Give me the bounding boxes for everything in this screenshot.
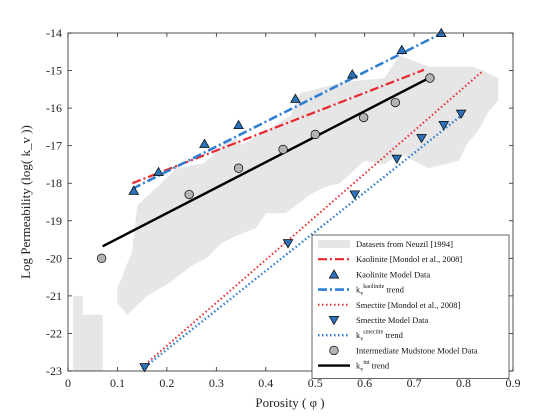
legend-k-symbol: k <box>356 285 361 295</box>
x-tick-label: 0.8 <box>456 376 471 390</box>
data-point-1-6 <box>396 44 408 54</box>
series-line-2 <box>131 33 445 191</box>
legend-label-7: kvint trend <box>356 360 390 373</box>
legend-label-0: Kaolinite [Mondol et al., 2008] <box>356 254 462 264</box>
legend-trend-word: trend <box>383 330 403 340</box>
data-point-1-5 <box>346 69 358 79</box>
x-tick-label: 0.9 <box>506 376 521 390</box>
legend-trend-word: trend <box>370 361 390 371</box>
x-tick-label: 0.4 <box>258 376 273 390</box>
legend-swatch-4 <box>328 315 340 326</box>
y-tick-label: -14 <box>46 26 62 40</box>
plot-frame <box>67 32 514 372</box>
legend-box <box>311 234 510 379</box>
data-point-6-4 <box>310 129 320 140</box>
legend-subscript: v <box>360 291 363 297</box>
series-line-7 <box>102 77 430 248</box>
legend-label-3: Smectite [Mondol et al., 2008] <box>356 300 461 310</box>
x-tick-label: 0.6 <box>357 376 372 390</box>
data-point-6-7 <box>425 73 435 83</box>
legend-subscript: v <box>360 337 363 343</box>
data-point-6-5 <box>359 112 369 123</box>
legend-label-5: kvsmectite trend <box>356 330 404 343</box>
series-line-3 <box>141 69 484 368</box>
x-tick-label: 0.5 <box>308 376 323 390</box>
y-tick-label: -15 <box>46 64 62 78</box>
legend-swatch-1 <box>328 269 340 279</box>
y-axis-label: Log Permeability (log( k_v )) <box>18 125 33 279</box>
legend-label-6: Intermediate Mudstone Model Data <box>356 345 478 355</box>
legend-superscript: smectite <box>363 330 383 336</box>
data-point-4-0 <box>139 363 151 373</box>
data-point-6-2 <box>233 163 244 173</box>
data-point-4-3 <box>391 154 403 165</box>
series-lines <box>102 33 484 371</box>
legend-swatch-region <box>318 240 350 248</box>
legend-subscript: v <box>360 367 363 373</box>
y-tick-label: -16 <box>46 101 62 115</box>
data-point-6-1 <box>184 189 194 200</box>
data-point-1-1 <box>153 166 164 176</box>
data-point-1-4 <box>290 93 301 103</box>
region-main <box>117 55 499 315</box>
region-part-1 <box>72 295 103 371</box>
axis-ticks: 0 0.1 0.2 0.3 0.4 0.5 0.6 0.7 0.8 0.9 -14 -15 -16 -17… <box>46 26 521 390</box>
legend-label-region: Datasets from Neuzil [1994] <box>356 239 453 249</box>
legend-trend-word: trend <box>384 285 404 295</box>
x-tick-label: 0 <box>65 376 71 390</box>
data-point-1-3 <box>233 119 244 130</box>
legend-superscript: int <box>363 360 370 366</box>
x-tick-label: 0.1 <box>110 376 125 390</box>
y-tick-label: -23 <box>46 364 62 378</box>
data-point-4-4 <box>416 134 427 144</box>
data-point-6-3 <box>278 144 288 155</box>
legend-superscript: kaolinite <box>363 284 384 290</box>
legend-label-2: kvkaolinite trend <box>356 284 405 297</box>
x-tick-label: 0.2 <box>159 376 174 390</box>
series-line-5 <box>141 112 465 371</box>
data-point-1-2 <box>199 138 210 148</box>
x-tick-label: 0.3 <box>209 376 224 390</box>
data-point-6-0 <box>96 253 107 263</box>
data-point-6-6 <box>390 97 400 108</box>
data-point-1-0 <box>128 185 140 195</box>
y-tick-label: -21 <box>46 289 62 303</box>
y-tick-label: -18 <box>46 176 62 190</box>
x-tick-label: 0.7 <box>407 376 422 390</box>
legend-label-1: Kaolinite Model Data <box>356 269 430 279</box>
y-tick-label: -17 <box>46 139 62 153</box>
legend: Datasets from Neuzil [1994] Kaolinite [Mo… <box>311 234 510 379</box>
y-tick-label: -22 <box>46 326 62 340</box>
x-axis-label: Porosity ( φ ) <box>255 395 324 410</box>
data-point-4-1 <box>282 239 294 249</box>
data-point-4-6 <box>455 109 467 119</box>
legend-label-4: Smectite Model Data <box>356 315 428 325</box>
region-part-2 <box>171 138 246 191</box>
neuzil-region <box>72 55 499 371</box>
legend-k-symbol: k <box>356 330 361 340</box>
legend-swatch-6 <box>329 345 339 356</box>
y-tick-label: -20 <box>46 251 62 265</box>
data-point-4-5 <box>438 120 450 131</box>
y-tick-label: -19 <box>46 214 62 228</box>
data-point-4-2 <box>349 190 361 200</box>
legend-k-symbol: k <box>356 361 361 371</box>
